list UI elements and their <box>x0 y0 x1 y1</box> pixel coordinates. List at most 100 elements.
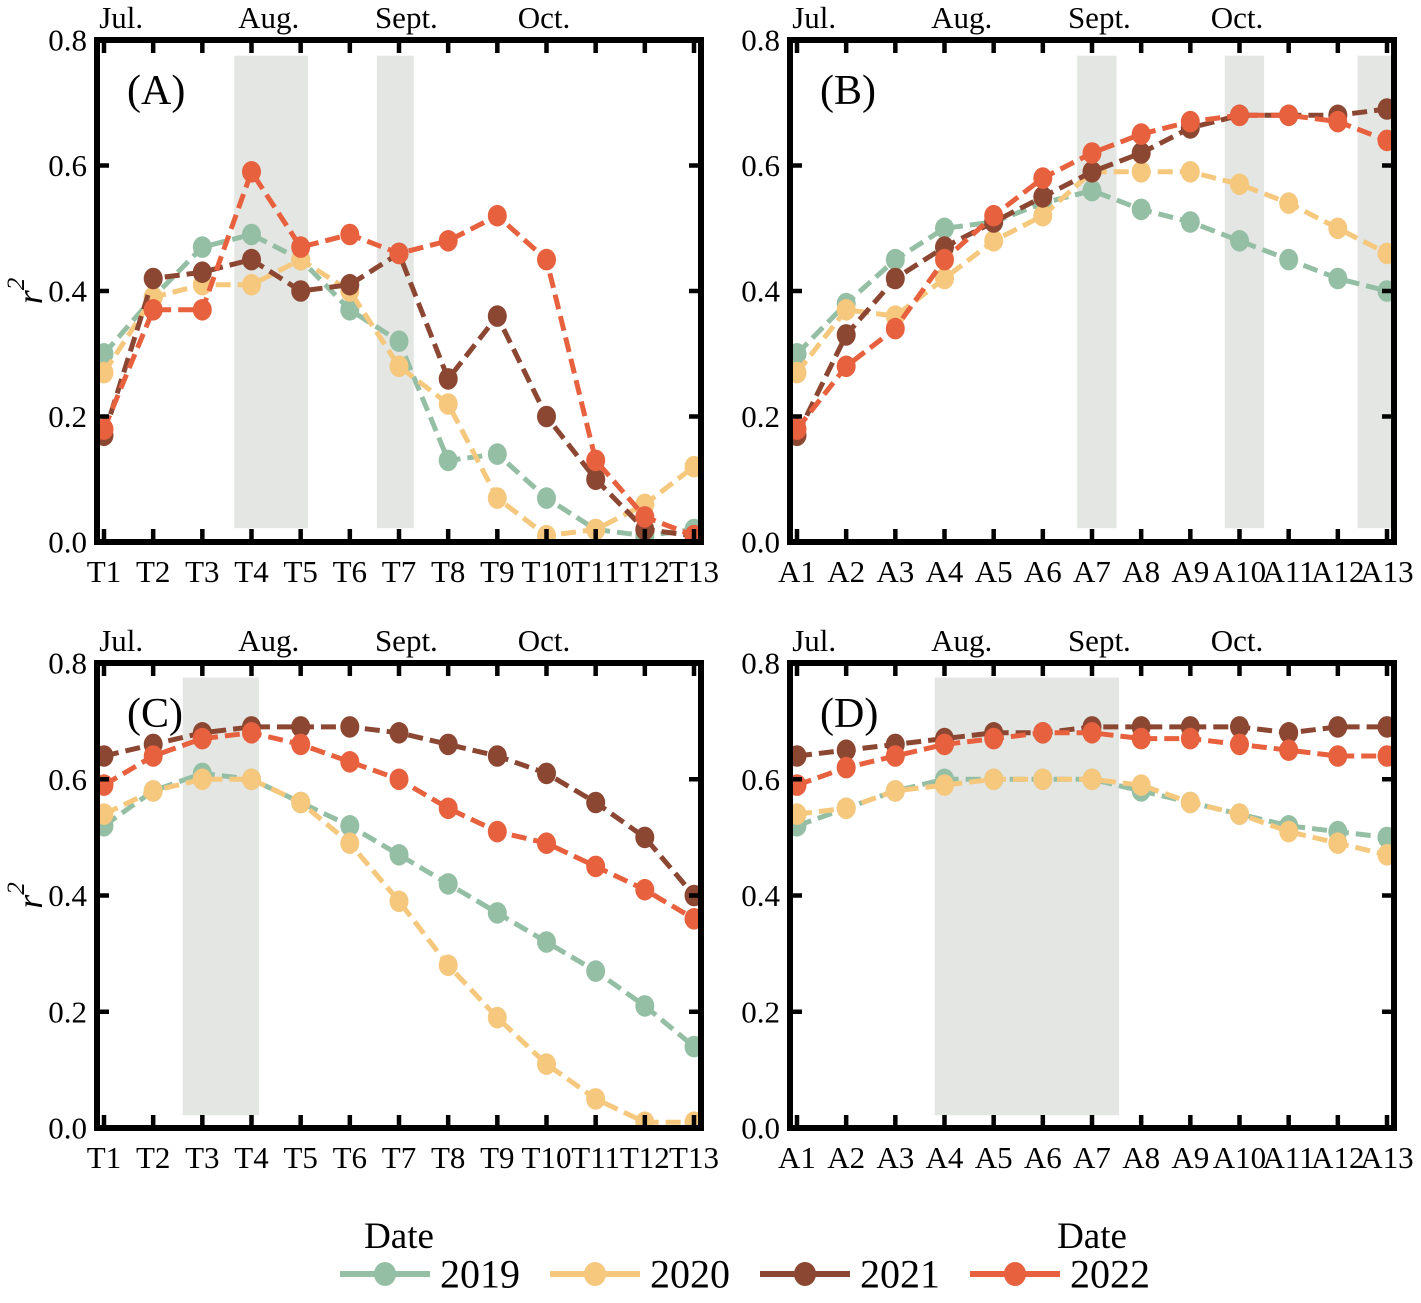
legend-swatch-marker <box>584 1262 606 1286</box>
x-tick-label: T9 <box>480 1140 514 1175</box>
data-point <box>340 223 360 246</box>
x-tick-label: A8 <box>1122 1140 1160 1175</box>
x-tick-label: A2 <box>827 1140 865 1175</box>
data-point <box>684 455 701 478</box>
data-point <box>836 324 856 346</box>
data-point <box>192 299 212 321</box>
x-tick-label: T11 <box>571 554 620 589</box>
y-tick-label: 0.8 <box>48 646 87 681</box>
data-point <box>984 727 1004 750</box>
data-point <box>836 797 856 820</box>
y-axis-title: r2 <box>3 882 51 909</box>
data-point <box>684 1035 701 1058</box>
data-point <box>537 1053 556 1075</box>
data-point <box>1033 204 1053 227</box>
series-2022-markers <box>97 722 701 930</box>
data-point <box>1082 142 1102 164</box>
x-tick-label: T10 <box>522 554 572 589</box>
x-tick-label: A11 <box>1263 1140 1315 1175</box>
x-tick-label: T1 <box>87 554 121 589</box>
y-tick-label: 0.6 <box>48 762 87 797</box>
data-point <box>143 780 163 802</box>
panel-label: (A) <box>127 68 185 114</box>
data-point <box>1328 267 1348 290</box>
x-tick-label: T13 <box>669 1140 719 1175</box>
month-label: Sept. <box>375 623 438 658</box>
data-point <box>1377 826 1394 849</box>
data-point <box>340 273 360 296</box>
data-point <box>389 844 409 866</box>
data-point <box>1279 820 1299 843</box>
data-point <box>537 405 556 428</box>
panel-D: 0.00.20.40.60.8A1 A2 A3 A4 A5 A6 A7 A8 A9 A10A11A… <box>741 623 1413 1257</box>
data-point <box>438 368 458 390</box>
data-point <box>192 768 212 791</box>
data-point <box>192 261 212 284</box>
x-tick-label: A12 <box>1311 554 1364 589</box>
x-tick-label: A3 <box>876 1140 914 1175</box>
month-label: Sept. <box>375 0 438 35</box>
series-2020-markers <box>97 768 701 1128</box>
data-point <box>885 745 905 767</box>
tick-marks <box>100 37 698 545</box>
data-point <box>586 468 606 491</box>
data-point <box>1131 123 1151 145</box>
data-point <box>586 1088 606 1110</box>
y-tick-label: 0.4 <box>741 274 780 309</box>
panel-C: 0.00.20.40.60.8T1 T2 T3 T4 T5 T6 T7 T8 T9 T10 T11 T… <box>3 623 719 1257</box>
legend-swatch-marker <box>1004 1262 1026 1286</box>
y-tick-label: 0.8 <box>48 23 87 58</box>
data-point <box>1131 161 1151 183</box>
data-point <box>935 733 954 756</box>
x-tick-label: T12 <box>620 554 670 589</box>
data-point <box>438 230 458 252</box>
data-point <box>537 832 556 854</box>
data-point <box>143 267 163 290</box>
x-tick-label: T10 <box>522 1140 572 1175</box>
data-point <box>1377 129 1394 152</box>
month-label: Sept. <box>1068 0 1131 35</box>
x-tick-label: T7 <box>382 554 416 589</box>
y-tick-label: 0.4 <box>741 878 780 913</box>
data-point <box>438 733 458 756</box>
data-point <box>537 487 556 509</box>
tick-marks <box>100 660 698 1131</box>
data-point <box>1180 211 1200 233</box>
data-point <box>885 780 905 802</box>
data-point <box>1131 142 1151 164</box>
series-2022-markers <box>790 104 1394 440</box>
month-label: Aug. <box>931 623 992 658</box>
x-tick-label: A9 <box>1171 1140 1209 1175</box>
y-tick-label: 0.6 <box>741 762 780 797</box>
data-point <box>340 751 360 773</box>
data-point <box>1279 192 1299 214</box>
data-point <box>1230 230 1249 252</box>
data-point <box>242 768 261 791</box>
x-tick-label: A12 <box>1311 1140 1364 1175</box>
data-point <box>487 1006 507 1029</box>
x-tick-label: T5 <box>283 1140 317 1175</box>
data-point <box>984 768 1004 791</box>
axis-border <box>94 660 704 1131</box>
data-point <box>1180 727 1200 750</box>
axis-border <box>787 660 1397 1131</box>
month-label: Aug. <box>238 0 299 35</box>
data-point <box>389 330 409 353</box>
data-point <box>1230 173 1249 196</box>
data-point <box>1328 745 1348 767</box>
data-point <box>389 242 409 265</box>
highlight-band <box>376 55 414 529</box>
x-tick-label: A6 <box>1024 1140 1062 1175</box>
data-point <box>340 832 360 854</box>
data-point <box>242 161 261 183</box>
axis-border <box>787 37 1397 545</box>
data-point <box>242 722 261 744</box>
data-point <box>1230 733 1249 756</box>
data-point <box>537 248 556 271</box>
y-tick-label: 0.6 <box>48 148 87 183</box>
data-point <box>586 960 606 982</box>
legend-swatch-marker <box>374 1262 396 1286</box>
data-point <box>192 236 212 258</box>
x-tick-label: T1 <box>87 1140 121 1175</box>
y-tick-label: 0.0 <box>741 525 780 560</box>
